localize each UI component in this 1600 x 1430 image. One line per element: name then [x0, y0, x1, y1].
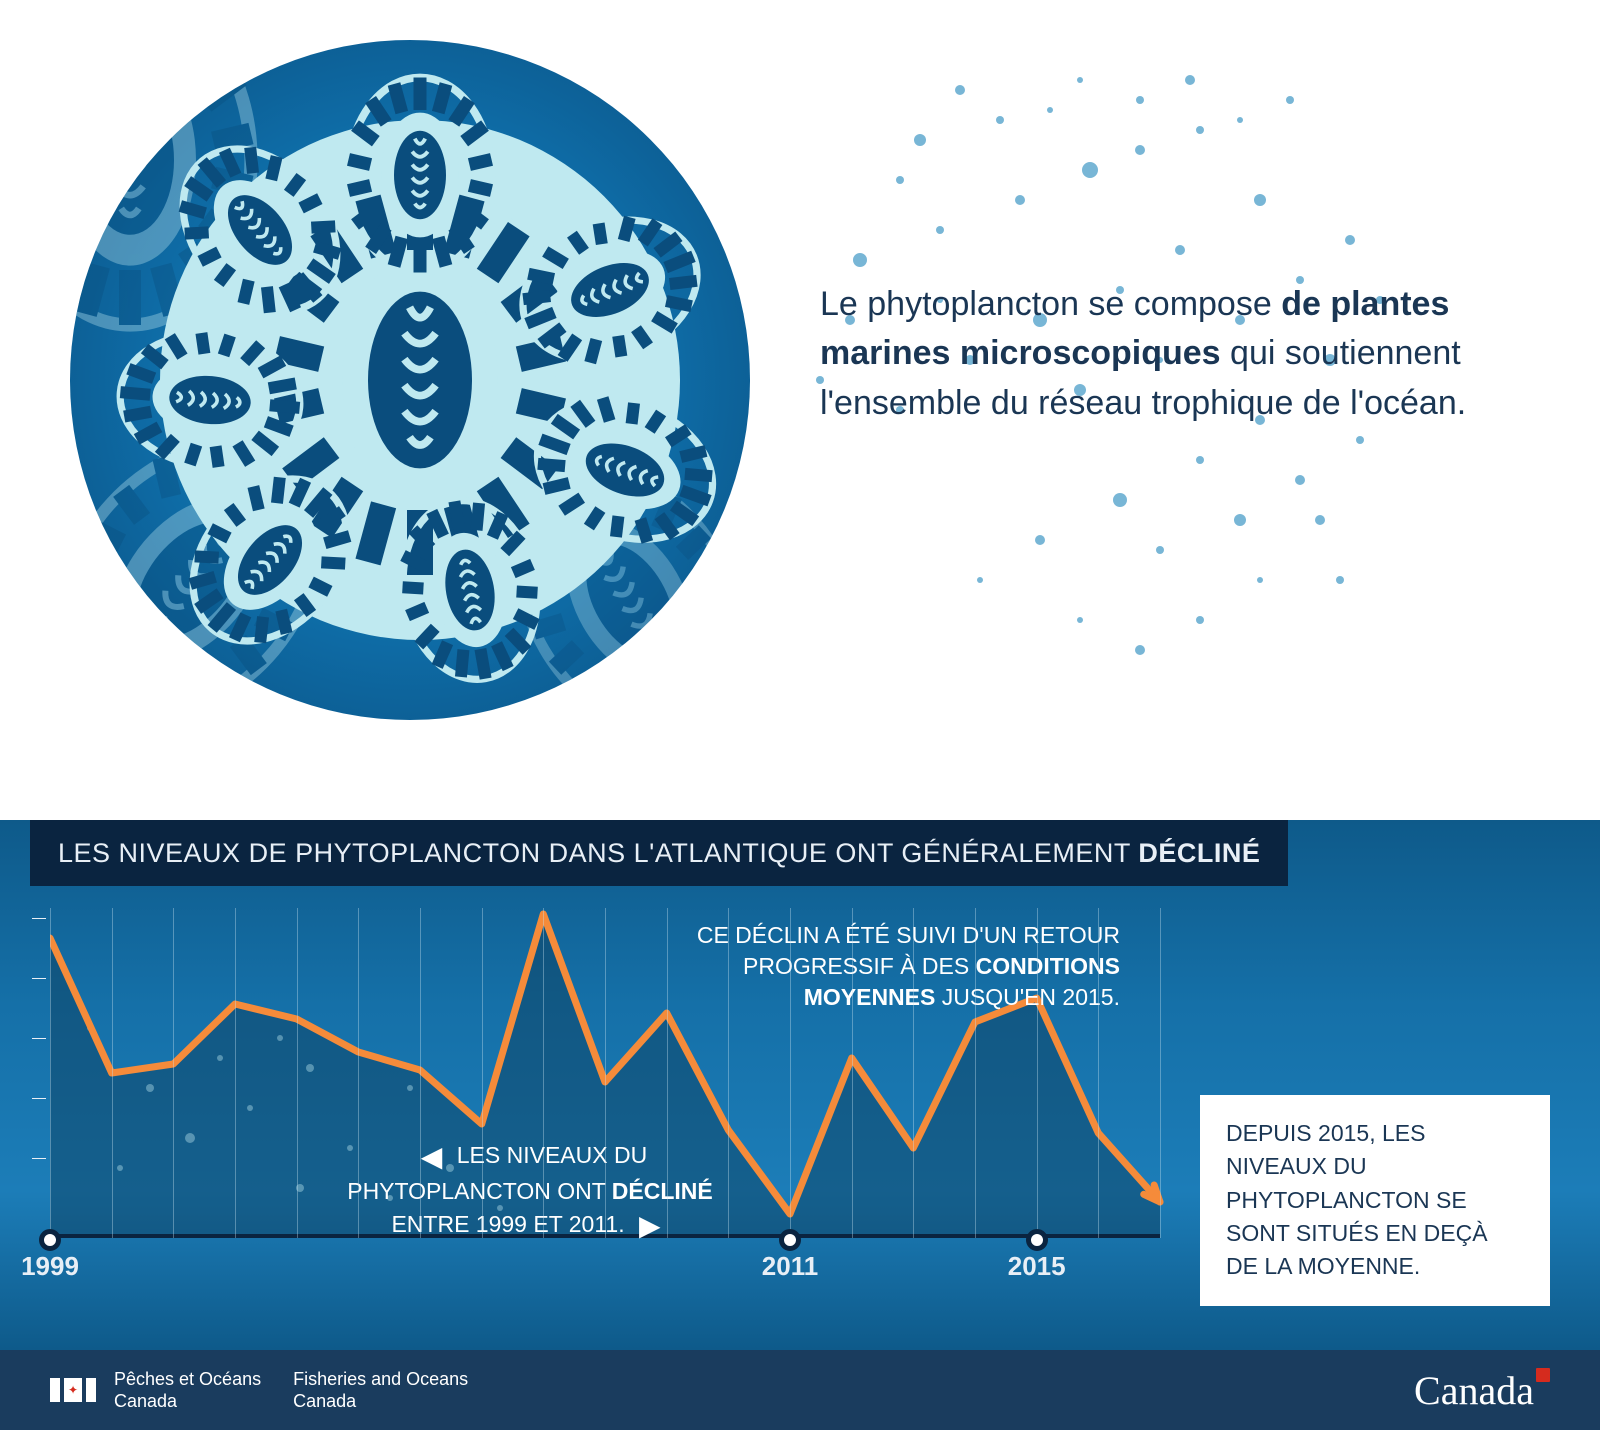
gridline [235, 908, 236, 1238]
arrow-left-icon: ◀ [413, 1141, 451, 1172]
footer: ✦ Pêches et OcéansCanada Fisheries and O… [0, 1350, 1600, 1430]
sidebar-note: DEPUIS 2015, LES NIVEAUX DU PHYTOPLANCTO… [1200, 1095, 1550, 1306]
chart-area: ◀ LES NIVEAUX DU PHYTOPLANCTON ONT DÉCLI… [50, 908, 1180, 1278]
gridline [605, 908, 606, 1238]
intro-text: Le phytoplancton se compose de plantes m… [820, 280, 1520, 428]
gridline [1098, 908, 1099, 1238]
x-axis-label: 2015 [1008, 1251, 1066, 1282]
x-axis-label: 1999 [21, 1251, 79, 1282]
gridline [482, 908, 483, 1238]
gov-flag-icon: ✦ [50, 1378, 96, 1402]
chart-section: LES NIVEAUX DE PHYTOPLANCTON DANS L'ATLA… [0, 820, 1600, 1350]
gridline [852, 908, 853, 1238]
gridline [975, 908, 976, 1238]
gridline [297, 908, 298, 1238]
gridline [667, 908, 668, 1238]
gridline [790, 908, 791, 1238]
gridline [112, 908, 113, 1238]
chart-title-bar: LES NIVEAUX DE PHYTOPLANCTON DANS L'ATLA… [30, 820, 1288, 886]
gridline [50, 908, 51, 1238]
arrow-right-icon: ▶ [631, 1210, 669, 1241]
gridline [420, 908, 421, 1238]
dept-fr: Pêches et OcéansCanada [114, 1368, 261, 1413]
gridline [173, 908, 174, 1238]
year-marker [779, 1229, 801, 1251]
gridline [1037, 908, 1038, 1238]
dept-en: Fisheries and OceansCanada [293, 1368, 468, 1413]
gridline [913, 908, 914, 1238]
year-marker [1026, 1229, 1048, 1251]
canada-wordmark: Canada [1414, 1367, 1550, 1414]
chart-title: LES NIVEAUX DE PHYTOPLANCTON DANS L'ATLA… [58, 838, 1260, 869]
plankton-illustration [70, 40, 750, 720]
year-marker [39, 1229, 61, 1251]
x-axis-label: 2011 [762, 1251, 818, 1282]
gridline [543, 908, 544, 1238]
callout-recovery: CE DÉCLIN A ÉTÉ SUIVI D'UN RETOUR PROGRE… [670, 920, 1120, 1013]
callout-decline: ◀ LES NIVEAUX DU PHYTOPLANCTON ONT DÉCLI… [320, 1138, 740, 1245]
gridline [358, 908, 359, 1238]
gridline [728, 908, 729, 1238]
gridline [1160, 908, 1161, 1238]
top-section: Le phytoplancton se compose de plantes m… [0, 0, 1600, 820]
